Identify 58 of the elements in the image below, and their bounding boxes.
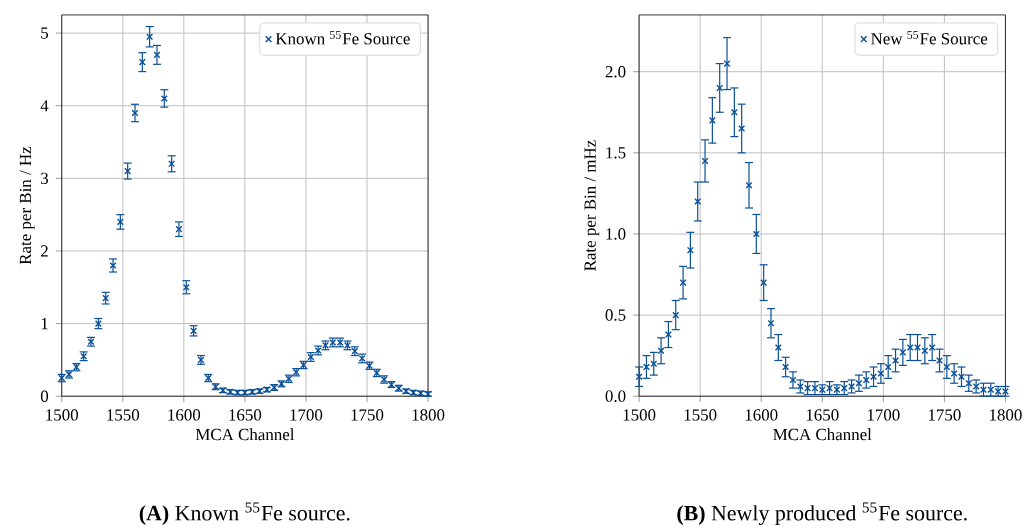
x-tick-label: 1650: [229, 409, 262, 421]
point: [672, 311, 680, 319]
x-tick-label: 1600: [168, 409, 201, 421]
point: [116, 218, 124, 226]
point: [175, 225, 183, 233]
point: [957, 373, 965, 381]
y-tick-label: 1.0: [606, 228, 626, 240]
y-tick-label: 2: [41, 245, 48, 257]
point: [124, 167, 132, 175]
point: [767, 319, 775, 327]
point: [131, 109, 139, 117]
point: [160, 95, 168, 103]
point: [138, 58, 146, 66]
x-tick-label: 1650: [806, 409, 839, 421]
point: [899, 349, 907, 357]
point: [679, 279, 687, 287]
x-tick-label: 1800: [990, 409, 1022, 421]
point: [153, 51, 161, 59]
x-axis-title: MCA Channel: [773, 428, 872, 441]
legend-label: Known $^{55}$Fe Source: [275, 31, 410, 45]
y-tick-label: 0.5: [605, 309, 626, 321]
x-tick-label: 1550: [684, 409, 717, 421]
y-tick-label: 0.0: [605, 390, 626, 403]
x-tick-label: 1750: [351, 409, 384, 421]
y-axis-title: Rate per Bin / mHz: [584, 140, 600, 272]
x-tick-label: 1600: [745, 409, 778, 421]
point: [745, 181, 753, 189]
x-tick-label: 1700: [867, 409, 900, 421]
legend-label: New $^{55}$Fe Source: [871, 31, 988, 45]
point: [146, 33, 154, 41]
y-axis-title: Rate per Bin / Hz: [19, 146, 35, 265]
point: [752, 230, 760, 238]
y-tick-label: 2.0: [605, 66, 626, 78]
x-tick-label: 1700: [290, 409, 323, 421]
point: [694, 198, 702, 206]
x-tick-label: 1800: [412, 409, 445, 421]
x-tick-label: 1550: [107, 409, 140, 421]
y-tick-label: 3: [41, 172, 49, 185]
point: [862, 376, 870, 384]
point: [168, 160, 176, 168]
x-tick-label: 1500: [623, 409, 656, 421]
y-tick-label: 1.5: [606, 147, 626, 159]
x-tick-label: 1500: [46, 409, 78, 421]
text: (A) Known $^{55}$Fe source.: [139, 502, 350, 526]
point: [730, 108, 738, 116]
y-tick-label: 0: [40, 390, 49, 403]
point: [738, 125, 746, 133]
y-tick-label: 1: [41, 318, 48, 330]
y-tick-label: 4: [40, 100, 49, 112]
point: [686, 246, 694, 254]
x-tick-label: 1750: [928, 409, 961, 421]
point: [870, 373, 878, 381]
point: [921, 347, 929, 355]
y-tick-label: 5: [41, 27, 49, 39]
point: [109, 262, 117, 270]
x-axis-title: MCA Channel: [195, 428, 295, 441]
point: [774, 344, 782, 352]
text: (B) Newly produced $^{55}$Fe source.: [677, 502, 967, 526]
